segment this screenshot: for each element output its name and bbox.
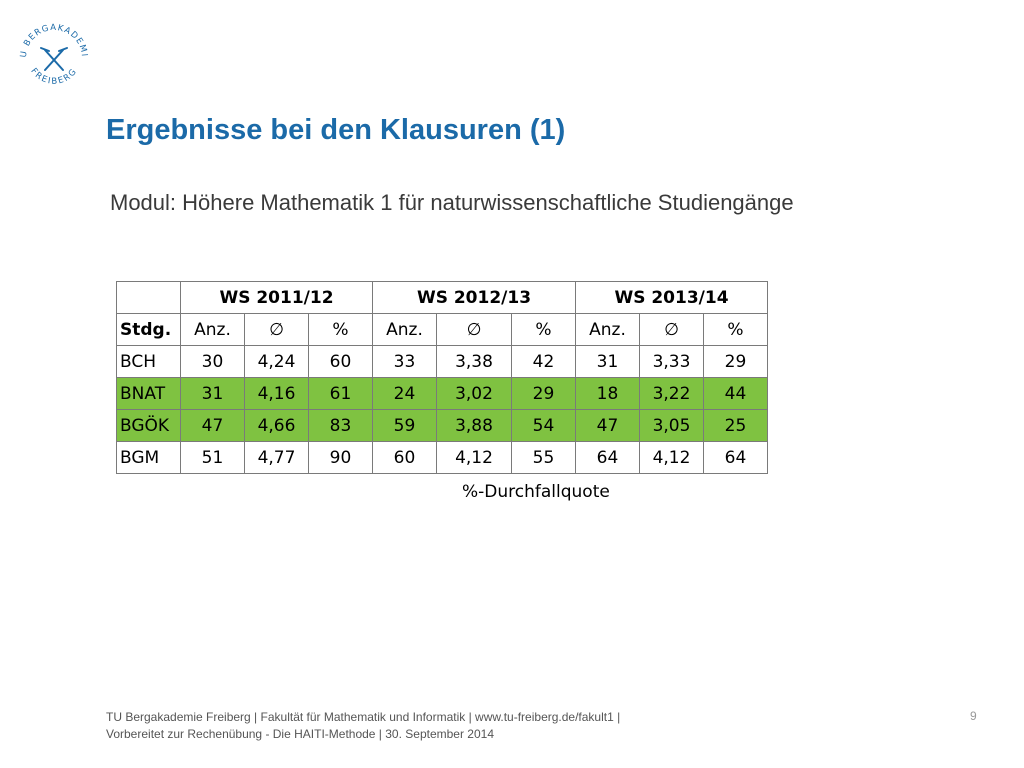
value-cell: 3,33 bbox=[639, 345, 704, 378]
value-cell: 90 bbox=[308, 441, 373, 474]
program-name-cell: BGM bbox=[116, 441, 181, 474]
value-cell: 3,22 bbox=[639, 377, 704, 410]
row-header-label: Stdg. bbox=[116, 313, 181, 346]
value-cell: 60 bbox=[372, 441, 437, 474]
value-cell: 59 bbox=[372, 409, 437, 442]
table-row: BGM 51 4,77 90 60 4,12 55 64 4,12 64 bbox=[116, 441, 768, 474]
value-cell: 47 bbox=[575, 409, 640, 442]
semester-header-row: WS 2011/12 WS 2012/13 WS 2013/14 bbox=[116, 281, 768, 314]
value-cell: 4,12 bbox=[436, 441, 512, 474]
semester-header: WS 2013/14 bbox=[575, 281, 768, 314]
percent-header: % bbox=[703, 313, 768, 346]
table-row: BGÖK 47 4,66 83 59 3,88 54 47 3,05 25 bbox=[116, 409, 768, 442]
value-cell: 31 bbox=[180, 377, 245, 410]
value-cell: 31 bbox=[575, 345, 640, 378]
count-header: Anz. bbox=[180, 313, 245, 346]
value-cell: 60 bbox=[308, 345, 373, 378]
program-name-cell: BCH bbox=[116, 345, 181, 378]
footer-line: TU Bergakademie Freiberg | Fakultät für … bbox=[106, 710, 621, 724]
table-row: BCH 30 4,24 60 33 3,38 42 31 3,33 29 bbox=[116, 345, 768, 378]
value-cell: 25 bbox=[703, 409, 768, 442]
tu-freiberg-seal-icon: TU BERGAKADEMIE FREIBERG bbox=[10, 11, 89, 87]
value-cell: 42 bbox=[511, 345, 576, 378]
value-cell: 3,05 bbox=[639, 409, 704, 442]
value-cell: 83 bbox=[308, 409, 373, 442]
value-cell: 61 bbox=[308, 377, 373, 410]
value-cell: 51 bbox=[180, 441, 245, 474]
empty-corner-cell bbox=[116, 281, 181, 314]
value-cell: 24 bbox=[372, 377, 437, 410]
semester-header: WS 2012/13 bbox=[372, 281, 576, 314]
module-subtitle: Modul: Höhere Mathematik 1 für naturwiss… bbox=[110, 190, 794, 215]
value-cell: 47 bbox=[180, 409, 245, 442]
value-cell: 3,38 bbox=[436, 345, 512, 378]
value-cell: 54 bbox=[511, 409, 576, 442]
average-header: ∅ bbox=[436, 313, 512, 346]
value-cell: 33 bbox=[372, 345, 437, 378]
value-cell: 3,88 bbox=[436, 409, 512, 442]
value-cell: 4,24 bbox=[244, 345, 309, 378]
percent-header: % bbox=[308, 313, 373, 346]
value-cell: 29 bbox=[703, 345, 768, 378]
footer-line: Vorbereitet zur Rechenübung - Die HAITI-… bbox=[106, 727, 495, 741]
university-logo: TU BERGAKADEMIE FREIBERG bbox=[10, 11, 94, 98]
page-number: 9 bbox=[970, 709, 977, 723]
percent-header: % bbox=[511, 313, 576, 346]
value-cell: 3,02 bbox=[436, 377, 512, 410]
count-header: Anz. bbox=[575, 313, 640, 346]
value-cell: 29 bbox=[511, 377, 576, 410]
value-cell: 64 bbox=[703, 441, 768, 474]
count-header: Anz. bbox=[372, 313, 437, 346]
value-cell: 64 bbox=[575, 441, 640, 474]
value-cell: 4,77 bbox=[244, 441, 309, 474]
program-name-cell: BNAT bbox=[116, 377, 181, 410]
semester-header: WS 2011/12 bbox=[180, 281, 373, 314]
table-row: BNAT 31 4,16 61 24 3,02 29 18 3,22 44 bbox=[116, 377, 768, 410]
column-header-row: Stdg. Anz. ∅ % Anz. ∅ % Anz. ∅ % bbox=[116, 313, 768, 346]
footer: TU Bergakademie Freiberg | Fakultät für … bbox=[106, 709, 620, 743]
value-cell: 4,66 bbox=[244, 409, 309, 442]
average-header: ∅ bbox=[244, 313, 309, 346]
value-cell: 4,12 bbox=[639, 441, 704, 474]
value-cell: 30 bbox=[180, 345, 245, 378]
value-cell: 4,16 bbox=[244, 377, 309, 410]
value-cell: 44 bbox=[703, 377, 768, 410]
value-cell: 18 bbox=[575, 377, 640, 410]
value-cell: 55 bbox=[511, 441, 576, 474]
program-name-cell: BGÖK bbox=[116, 409, 181, 442]
average-header: ∅ bbox=[639, 313, 704, 346]
svg-text:FREIBERG: FREIBERG bbox=[28, 66, 79, 86]
page-title: Ergebnisse bei den Klausuren (1) bbox=[106, 114, 566, 146]
exam-results-table: WS 2011/12 WS 2012/13 WS 2013/14 Stdg. A… bbox=[116, 281, 768, 474]
failure-rate-note: %-Durchfallquote bbox=[462, 482, 610, 502]
svg-text:TU BERGAKADEMIE: TU BERGAKADEMIE bbox=[14, 18, 89, 58]
